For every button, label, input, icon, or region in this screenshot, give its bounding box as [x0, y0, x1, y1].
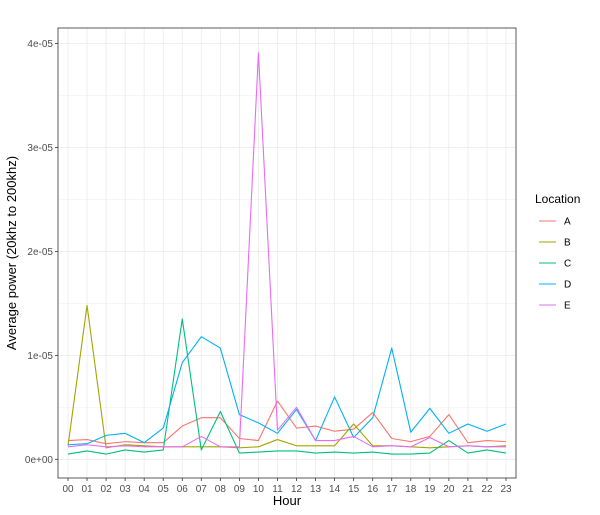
- x-tick-label: 20: [443, 484, 455, 495]
- x-axis-title: Hour: [273, 493, 302, 508]
- x-tick-label: 15: [348, 484, 360, 495]
- x-tick-label: 08: [215, 484, 227, 495]
- series-line-e: [67, 52, 506, 448]
- y-tick-label: 3e-05: [27, 143, 53, 154]
- x-tick-label: 10: [253, 484, 265, 495]
- x-tick-label: 22: [481, 484, 493, 495]
- x-tick-label: 16: [367, 484, 379, 495]
- x-tick-label: 14: [329, 484, 341, 495]
- major-gridlines: [58, 28, 516, 478]
- legend-label-a: A: [564, 217, 571, 228]
- x-tick-label: 06: [177, 484, 189, 495]
- x-tick-label: 13: [310, 484, 322, 495]
- minor-gridlines: [58, 95, 516, 408]
- x-tick-label: 01: [81, 484, 93, 495]
- x-tick-label: 21: [462, 484, 474, 495]
- x-tick-label: 09: [234, 484, 246, 495]
- series-line-c: [67, 318, 507, 455]
- y-tick-label: 4e-05: [27, 39, 53, 50]
- x-tick-label: 23: [500, 484, 512, 495]
- legend-label-d: D: [564, 280, 571, 291]
- x-tick-label: 00: [62, 484, 74, 495]
- x-tick-label: 17: [386, 484, 398, 495]
- x-tick-label: 02: [101, 484, 113, 495]
- x-tick-label: 18: [405, 484, 417, 495]
- y-axis: 0e+00 1e-05 2e-05 3e-05 4e-05: [25, 39, 58, 466]
- x-tick-label: 19: [424, 484, 436, 495]
- x-tick-label: 05: [158, 484, 170, 495]
- x-tick-label: 12: [291, 484, 303, 495]
- series-line-b: [67, 304, 507, 449]
- x-tick-label: 03: [120, 484, 132, 495]
- legend-title: Location: [535, 192, 580, 206]
- series-line-a: [67, 400, 507, 445]
- series-lines: [67, 52, 507, 455]
- x-axis: 00 01 02 03 04 05 06 07 08 09 10 11 12 13 14 15 16 17 18 19…: [62, 478, 512, 495]
- plot-panel-background: [58, 28, 516, 478]
- legend-label-c: C: [564, 259, 571, 270]
- plot-panel-border: [57, 27, 517, 479]
- legend-label-e: E: [564, 301, 571, 312]
- y-tick-label: 0e+00: [25, 455, 54, 466]
- x-tick-label: 07: [196, 484, 208, 495]
- y-axis-title: Average power (20khz to 200khz): [4, 156, 19, 350]
- y-tick-label: 1e-05: [27, 351, 53, 362]
- series-line-d: [67, 336, 507, 446]
- y-tick-label: 2e-05: [27, 247, 53, 258]
- legend-label-b: B: [564, 238, 571, 249]
- x-tick-label: 11: [272, 484, 283, 495]
- x-tick-label: 04: [139, 484, 151, 495]
